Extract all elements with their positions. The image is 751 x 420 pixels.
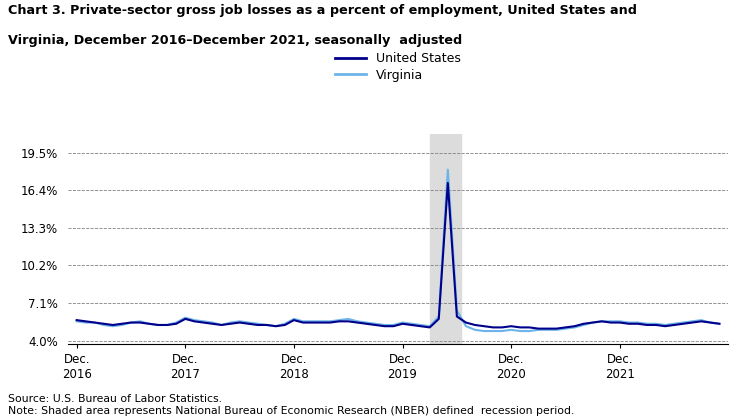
Text: Virginia, December 2016–December 2021, seasonally  adjusted: Virginia, December 2016–December 2021, s… bbox=[8, 34, 462, 47]
Text: Source: U.S. Bureau of Labor Statistics.
Note: Shaded area represents National B: Source: U.S. Bureau of Labor Statistics.… bbox=[8, 394, 574, 416]
Bar bbox=[430, 134, 461, 344]
Text: Chart 3. Private-sector gross job losses as a percent of employment, United Stat: Chart 3. Private-sector gross job losses… bbox=[8, 4, 637, 17]
Legend: United States, Virginia: United States, Virginia bbox=[335, 52, 461, 82]
